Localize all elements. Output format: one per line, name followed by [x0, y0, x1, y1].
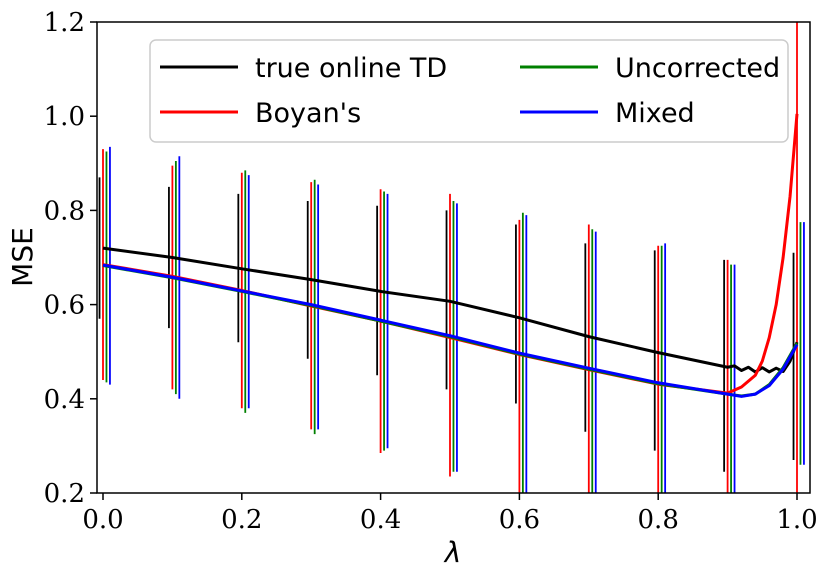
y-tick-label: 1.2	[44, 8, 85, 38]
legend-label-mixed: Mixed	[615, 98, 695, 129]
y-tick-label: 0.4	[44, 385, 85, 415]
ticks-layer: 0.0 0.2 0.4 0.6 0.8 1.00.20.40.60.81.01.2	[44, 8, 818, 535]
legend: true online TD Boyan's Uncorrected Mixed	[149, 39, 789, 143]
series-layer	[98, 22, 805, 493]
y-tick-label: 1.0	[44, 102, 85, 132]
legend-box	[149, 39, 789, 143]
x-tick-label: 0.6	[499, 505, 540, 535]
series-line-mixed	[102, 263, 799, 398]
x-axis-label: λ	[443, 536, 462, 569]
x-tick-label: 0.4	[360, 505, 401, 535]
legend-label-uncorrected: Uncorrected	[615, 53, 780, 84]
y-axis-label: MSE	[6, 227, 39, 287]
series-line-true-online-td	[102, 246, 799, 374]
x-tick-label: 0.2	[221, 505, 262, 535]
legend-label-true-online-td: true online TD	[255, 53, 447, 84]
y-tick-label: 0.8	[44, 196, 85, 226]
y-tick-label: 0.6	[44, 291, 85, 321]
x-tick-label: 0.0	[82, 505, 123, 535]
legend-label-boyan-s: Boyan's	[255, 98, 361, 129]
plot-frame	[96, 21, 811, 494]
axes-layer	[96, 21, 811, 494]
x-tick-label: 0.8	[638, 505, 679, 535]
y-tick-label: 0.2	[44, 479, 85, 509]
x-tick-label: 1.0	[776, 505, 817, 535]
